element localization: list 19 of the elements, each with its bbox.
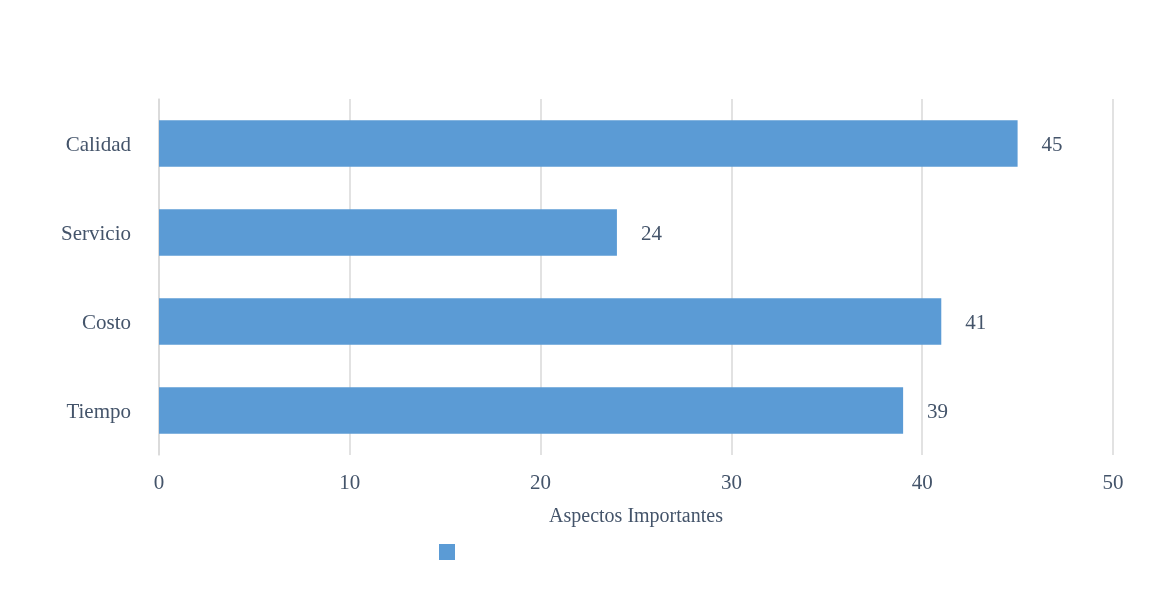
data-label: 39 — [927, 398, 949, 423]
x-tick-label: 20 — [530, 469, 552, 494]
y-tick-label: Costo — [81, 309, 131, 334]
data-label: 45 — [1041, 131, 1063, 156]
bar — [159, 209, 617, 256]
y-tick-label: Calidad — [65, 131, 132, 156]
x-tick-label: 30 — [720, 469, 742, 494]
bar — [159, 298, 942, 345]
data-label: 24 — [640, 220, 663, 245]
y-tick-label: Tiempo — [66, 398, 131, 423]
data-label: 41 — [965, 309, 987, 334]
bar — [159, 120, 1018, 167]
bar — [159, 387, 904, 434]
x-axis-title: Aspectos Importantes — [549, 504, 724, 527]
x-tick-label: 40 — [911, 469, 933, 494]
x-tick-label: 10 — [339, 469, 361, 494]
x-tick-label: 0 — [153, 469, 165, 494]
x-tick-label: 50 — [1102, 469, 1124, 494]
y-tick-label: Servicio — [61, 220, 131, 245]
